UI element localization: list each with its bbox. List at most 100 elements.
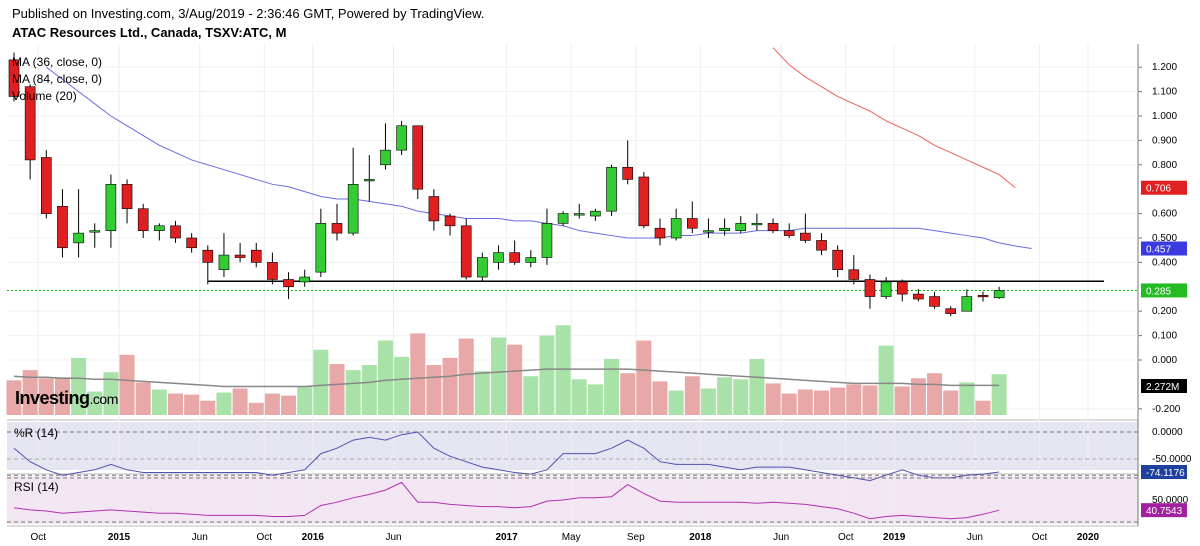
legend-volume[interactable]: Volume (20)	[12, 89, 77, 103]
candle-body	[719, 227, 730, 231]
candle	[509, 240, 520, 265]
wr-badge-bg	[1141, 465, 1187, 480]
candle-body	[525, 257, 537, 263]
volume-bar	[910, 378, 926, 415]
candle	[315, 208, 327, 278]
candle	[444, 213, 456, 236]
volume-bar	[539, 335, 555, 415]
x-axis-label: 2015	[108, 532, 131, 543]
volume-bar	[168, 393, 183, 415]
ma36-line	[45, 66, 1032, 249]
volume-bar	[894, 386, 910, 415]
ma84-line	[772, 47, 1016, 189]
logo-suffix: .com	[89, 391, 119, 407]
x-axis-label: Oct	[30, 532, 46, 543]
rsi-label: RSI (14)	[14, 480, 59, 494]
candle-body	[509, 252, 520, 263]
legend-ma36[interactable]: MA (36, close, 0)	[12, 55, 103, 69]
candle	[800, 213, 811, 243]
candle-body	[40, 157, 52, 214]
volume-bar	[620, 373, 636, 415]
candle	[686, 201, 698, 234]
volume-bar	[571, 379, 587, 415]
candle	[428, 189, 440, 231]
last-price-badge: 0.285	[1141, 283, 1187, 298]
candle	[703, 218, 714, 238]
candle-body	[363, 179, 375, 182]
volume-bar	[733, 379, 749, 415]
volume-bar	[749, 358, 765, 415]
legend-ma84[interactable]: MA (84, close, 0)	[12, 72, 103, 86]
ma84-badge-text: 0.706	[1146, 184, 1171, 195]
volume-bar	[765, 383, 781, 415]
candle	[267, 252, 278, 285]
logo-main: Investing	[15, 388, 90, 408]
candle-body	[73, 232, 84, 244]
x-axis-label: 2016	[302, 532, 325, 543]
x-axis-label: 2018	[689, 532, 712, 543]
candle-body	[105, 184, 117, 231]
ma84-badge-bg	[1141, 180, 1187, 195]
candle	[137, 203, 149, 238]
price-tick-label: 0.200	[1152, 306, 1177, 317]
volume-bar	[6, 380, 22, 415]
candle-body	[606, 166, 617, 212]
volume-bar	[232, 388, 248, 415]
candle-body	[170, 225, 181, 239]
candle	[913, 289, 924, 302]
volume-bar	[248, 402, 264, 415]
wr-badge: -74.1176	[1141, 465, 1187, 480]
volume-bar	[684, 376, 700, 415]
rsi-badge: 40.7543	[1141, 503, 1187, 518]
candle-body	[267, 262, 278, 280]
candle-body	[929, 296, 940, 307]
volume-bar	[668, 390, 684, 415]
candle-body	[638, 176, 650, 227]
candle	[460, 218, 472, 280]
price-tick-label: 0.400	[1152, 257, 1177, 268]
candle-body	[993, 290, 1005, 299]
candle	[654, 218, 666, 246]
candle	[719, 218, 730, 236]
candle-body	[396, 125, 407, 151]
volume-bar	[507, 344, 523, 415]
price-tick-label: 1.200	[1152, 62, 1177, 73]
volume-bar	[281, 395, 297, 415]
candle	[541, 208, 553, 265]
candle	[880, 277, 892, 299]
candle-body	[880, 281, 892, 297]
rsi-tick-label: 50.0000	[1152, 495, 1189, 506]
x-axis-label: Jun	[385, 532, 401, 543]
candle	[218, 233, 230, 278]
candle-body	[751, 223, 763, 226]
candle	[24, 84, 36, 180]
candle	[816, 233, 827, 256]
candle	[121, 179, 133, 224]
candle	[186, 233, 197, 253]
ma84-badge: 0.706	[1141, 180, 1187, 195]
candle-body	[8, 59, 20, 97]
candle	[331, 203, 343, 241]
candle	[767, 218, 779, 234]
candle	[945, 306, 957, 317]
candle	[73, 189, 84, 258]
candle	[234, 242, 246, 263]
candle	[477, 252, 488, 282]
candle-body	[444, 215, 456, 227]
price-tick-label: 0.500	[1152, 233, 1177, 244]
volume-bar	[410, 333, 426, 415]
volume-bar	[442, 357, 458, 415]
rsi-badge-bg	[1141, 503, 1187, 518]
candle-body	[622, 166, 634, 180]
candle-body	[590, 210, 601, 217]
volume-bar	[264, 393, 280, 415]
volume-bar	[587, 384, 603, 415]
candle	[929, 291, 940, 309]
volume-bar	[523, 376, 539, 415]
volume-bar	[38, 378, 54, 415]
candle-body	[945, 308, 957, 314]
candle	[202, 245, 214, 285]
candle	[8, 52, 20, 102]
volume-bar	[878, 345, 894, 415]
